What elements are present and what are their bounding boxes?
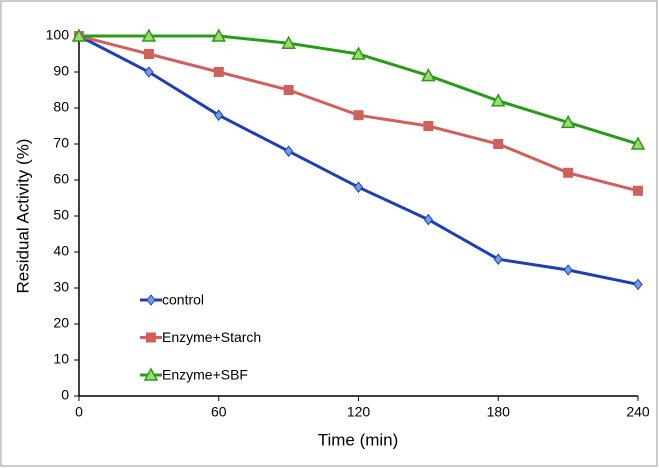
marker bbox=[633, 278, 643, 291]
legend-marker bbox=[143, 367, 159, 381]
marker bbox=[211, 28, 227, 42]
y-axis-title: Residual Activity (%) bbox=[13, 139, 32, 294]
y-tick-label: 30 bbox=[53, 279, 69, 295]
y-tick-label: 70 bbox=[53, 135, 69, 151]
y-tick-label: 60 bbox=[53, 171, 69, 187]
marker bbox=[144, 66, 154, 78]
x-tick-label: 180 bbox=[487, 404, 511, 420]
legend-marker bbox=[146, 294, 156, 306]
marker bbox=[281, 35, 296, 49]
legend-label: Enzyme+SBF bbox=[162, 367, 248, 383]
marker bbox=[353, 181, 364, 194]
marker bbox=[633, 185, 643, 196]
y-tick-label: 20 bbox=[53, 315, 69, 331]
y-tick-label: 100 bbox=[46, 27, 70, 43]
legend-label: control bbox=[162, 292, 204, 308]
x-axis-title: Time (min) bbox=[318, 430, 399, 449]
marker bbox=[71, 28, 87, 42]
y-tick-label: 10 bbox=[53, 351, 69, 367]
y-tick-label: 80 bbox=[53, 99, 69, 115]
y-tick-label: 90 bbox=[53, 63, 69, 79]
legend-label: Enzyme+Starch bbox=[162, 329, 261, 345]
marker bbox=[141, 28, 157, 42]
marker bbox=[421, 68, 436, 82]
marker bbox=[490, 93, 506, 107]
y-tick-label: 0 bbox=[61, 387, 69, 403]
marker bbox=[283, 145, 294, 158]
marker bbox=[563, 167, 574, 178]
x-tick-label: 120 bbox=[347, 404, 371, 420]
y-tick-label: 50 bbox=[53, 207, 69, 223]
legend-marker bbox=[146, 332, 156, 343]
marker bbox=[493, 253, 503, 266]
marker bbox=[560, 114, 576, 129]
x-tick-label: 60 bbox=[211, 404, 227, 420]
marker bbox=[563, 264, 573, 276]
marker bbox=[214, 109, 224, 122]
marker bbox=[630, 136, 646, 150]
y-tick-label: 40 bbox=[53, 243, 69, 259]
marker bbox=[283, 85, 294, 95]
marker bbox=[423, 213, 434, 226]
marker bbox=[213, 67, 224, 77]
marker bbox=[353, 110, 364, 121]
marker bbox=[493, 139, 504, 149]
marker bbox=[351, 46, 366, 60]
marker bbox=[423, 121, 434, 131]
marker bbox=[143, 49, 154, 59]
x-tick-label: 0 bbox=[75, 404, 83, 420]
x-tick-label: 240 bbox=[626, 404, 650, 420]
